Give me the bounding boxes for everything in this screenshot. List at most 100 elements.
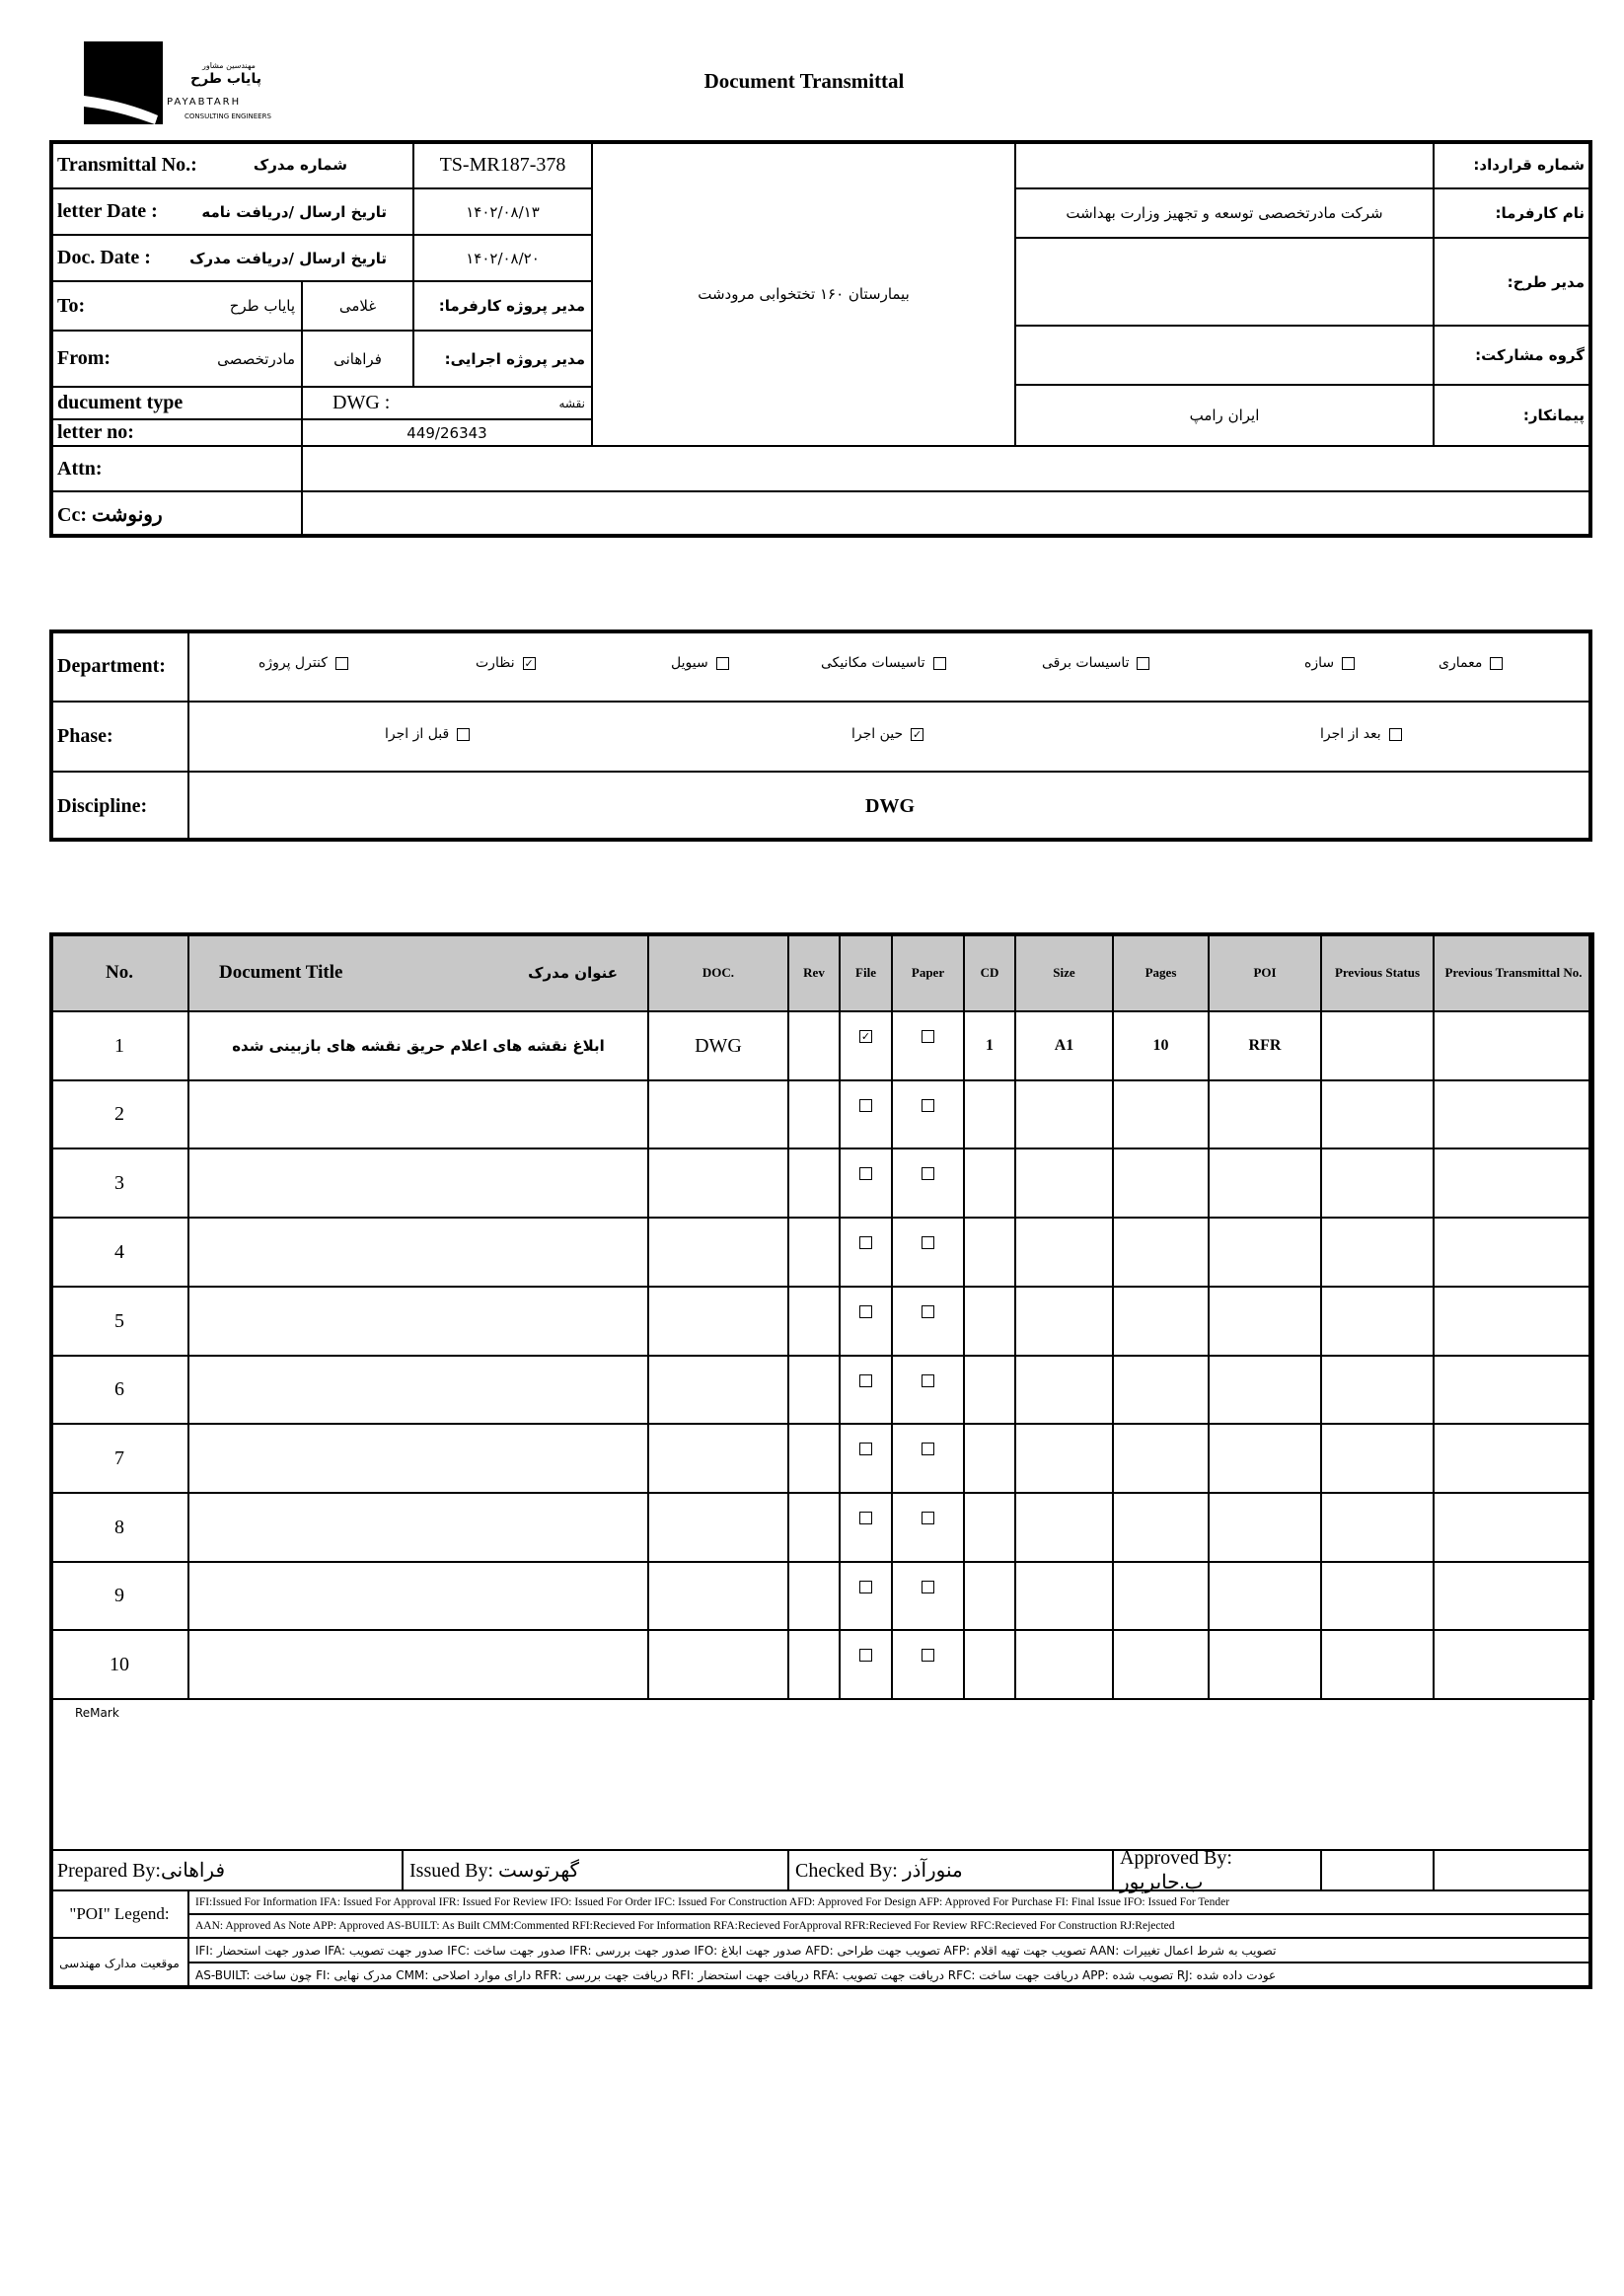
remark-box[interactable]: ReMark — [49, 1698, 1592, 1851]
paper-checkbox[interactable] — [922, 1167, 934, 1180]
cell-size[interactable] — [1014, 1079, 1114, 1149]
cell-pages[interactable] — [1112, 1629, 1210, 1700]
checkbox[interactable] — [334, 656, 348, 670]
file-checkbox[interactable] — [859, 1512, 872, 1524]
checkbox[interactable] — [715, 656, 729, 670]
file-checkbox[interactable] — [859, 1649, 872, 1662]
cell-prev-transmittal[interactable] — [1433, 1010, 1594, 1081]
cell-prev-status[interactable] — [1320, 1286, 1435, 1357]
cell-doc[interactable] — [647, 1492, 789, 1563]
department-option[interactable]: تاسیسات مکانیکی — [821, 655, 946, 671]
cell-rev[interactable] — [787, 1148, 841, 1219]
cell-paper[interactable] — [891, 1561, 965, 1631]
cell-title[interactable] — [187, 1492, 649, 1563]
cell-prev-status[interactable] — [1320, 1148, 1435, 1219]
cell-file[interactable] — [839, 1492, 893, 1563]
cell-paper[interactable] — [891, 1217, 965, 1288]
cell-title[interactable] — [187, 1561, 649, 1631]
cell-poi[interactable]: RFR — [1208, 1010, 1322, 1081]
cell-prev-transmittal[interactable] — [1433, 1492, 1594, 1563]
cell-prev-status[interactable] — [1320, 1423, 1435, 1494]
cell-paper[interactable] — [891, 1079, 965, 1149]
paper-checkbox[interactable] — [922, 1649, 934, 1662]
cell-size[interactable] — [1014, 1217, 1114, 1288]
cell-pages[interactable] — [1112, 1355, 1210, 1425]
file-checkbox[interactable] — [859, 1167, 872, 1180]
cell-prev-transmittal[interactable] — [1433, 1217, 1594, 1288]
cell-poi[interactable] — [1208, 1561, 1322, 1631]
department-option[interactable]: تاسیسات برقی — [1042, 655, 1150, 671]
cell-title[interactable]: ابلاغ نقشه های اعلام حریق نقشه های بازبی… — [187, 1010, 649, 1081]
paper-checkbox[interactable] — [922, 1512, 934, 1524]
cc-field[interactable] — [301, 490, 1592, 538]
cell-rev[interactable] — [787, 1492, 841, 1563]
cell-file[interactable] — [839, 1148, 893, 1219]
cell-title[interactable] — [187, 1079, 649, 1149]
cell-prev-transmittal[interactable] — [1433, 1355, 1594, 1425]
cell-doc[interactable] — [647, 1217, 789, 1288]
cell-file[interactable] — [839, 1355, 893, 1425]
cell-pages[interactable] — [1112, 1561, 1210, 1631]
checkbox[interactable] — [1490, 656, 1504, 670]
cell-title[interactable] — [187, 1629, 649, 1700]
cell-rev[interactable] — [787, 1423, 841, 1494]
cell-rev[interactable] — [787, 1629, 841, 1700]
cell-cd[interactable] — [963, 1148, 1016, 1219]
paper-checkbox[interactable] — [922, 1030, 934, 1043]
cell-cd[interactable] — [963, 1629, 1016, 1700]
cell-cd[interactable] — [963, 1355, 1016, 1425]
department-option[interactable]: سازه — [1304, 655, 1356, 671]
cell-size[interactable] — [1014, 1561, 1114, 1631]
cell-paper[interactable] — [891, 1492, 965, 1563]
department-option[interactable]: معماری — [1439, 655, 1504, 671]
cell-poi[interactable] — [1208, 1423, 1322, 1494]
cell-prev-status[interactable] — [1320, 1355, 1435, 1425]
cell-size[interactable] — [1014, 1629, 1114, 1700]
paper-checkbox[interactable] — [922, 1236, 934, 1249]
cell-prev-status[interactable] — [1320, 1010, 1435, 1081]
file-checkbox[interactable] — [859, 1581, 872, 1593]
cell-cd[interactable]: 1 — [963, 1010, 1016, 1081]
cell-rev[interactable] — [787, 1010, 841, 1081]
checkbox[interactable] — [932, 656, 946, 670]
cell-paper[interactable] — [891, 1010, 965, 1081]
cell-cd[interactable] — [963, 1217, 1016, 1288]
file-checkbox[interactable]: ✓ — [859, 1030, 872, 1043]
cell-prev-transmittal[interactable] — [1433, 1079, 1594, 1149]
cell-title[interactable] — [187, 1217, 649, 1288]
cell-doc[interactable] — [647, 1355, 789, 1425]
checkbox[interactable] — [1342, 656, 1356, 670]
department-option[interactable]: کنترل پروژه — [258, 655, 348, 671]
cell-doc[interactable] — [647, 1148, 789, 1219]
cell-pages[interactable] — [1112, 1148, 1210, 1219]
cell-cd[interactable] — [963, 1286, 1016, 1357]
cell-paper[interactable] — [891, 1423, 965, 1494]
cell-doc[interactable] — [647, 1561, 789, 1631]
cell-file[interactable]: ✓ — [839, 1010, 893, 1081]
cell-prev-transmittal[interactable] — [1433, 1286, 1594, 1357]
cell-title[interactable] — [187, 1148, 649, 1219]
cell-rev[interactable] — [787, 1217, 841, 1288]
cell-file[interactable] — [839, 1079, 893, 1149]
cell-pages[interactable] — [1112, 1079, 1210, 1149]
cell-doc[interactable] — [647, 1079, 789, 1149]
cell-pages[interactable] — [1112, 1217, 1210, 1288]
cell-cd[interactable] — [963, 1423, 1016, 1494]
file-checkbox[interactable] — [859, 1305, 872, 1318]
checkbox[interactable]: ✓ — [911, 727, 924, 741]
cell-file[interactable] — [839, 1217, 893, 1288]
cell-prev-transmittal[interactable] — [1433, 1148, 1594, 1219]
file-checkbox[interactable] — [859, 1374, 872, 1387]
cell-poi[interactable] — [1208, 1629, 1322, 1700]
cell-size[interactable] — [1014, 1355, 1114, 1425]
cell-doc[interactable] — [647, 1629, 789, 1700]
cell-size[interactable] — [1014, 1286, 1114, 1357]
phase-option[interactable]: قبل از اجرا — [385, 726, 471, 742]
checkbox[interactable] — [457, 727, 471, 741]
cell-file[interactable] — [839, 1286, 893, 1357]
cell-title[interactable] — [187, 1286, 649, 1357]
cell-paper[interactable] — [891, 1286, 965, 1357]
cell-prev-status[interactable] — [1320, 1629, 1435, 1700]
paper-checkbox[interactable] — [922, 1443, 934, 1455]
cell-poi[interactable] — [1208, 1492, 1322, 1563]
